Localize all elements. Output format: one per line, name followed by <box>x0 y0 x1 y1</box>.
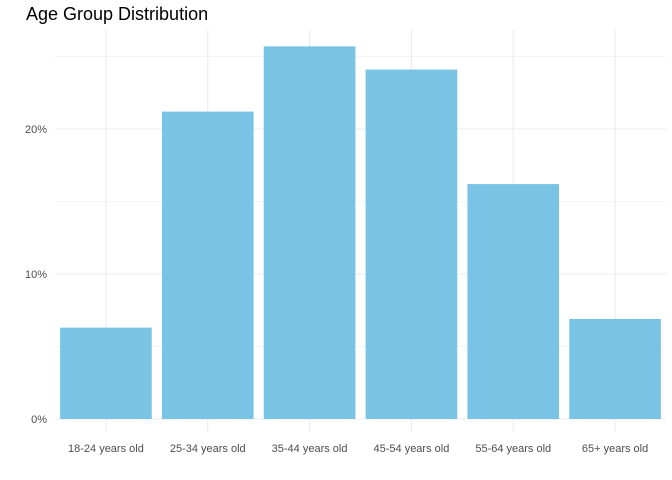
bars <box>60 46 661 420</box>
y-tick-label: 20% <box>25 124 47 136</box>
bar-25-34-years-old <box>161 111 254 419</box>
chart-title: Age Group Distribution <box>26 4 209 24</box>
x-tick-label: 18-24 years old <box>68 443 144 455</box>
x-tick-label: 55-64 years old <box>475 443 551 455</box>
y-tick-label: 0% <box>31 414 47 426</box>
bar-35-44-years-old <box>263 46 356 419</box>
bar-45-54-years-old <box>365 69 458 420</box>
y-tick-label: 10% <box>25 269 47 281</box>
x-tick-label: 25-34 years old <box>170 443 246 455</box>
bar-18-24-years-old <box>60 327 152 419</box>
y-axis-ticks: 0% 10% 20% <box>25 124 47 426</box>
x-tick-label: 35-44 years old <box>272 443 348 455</box>
bar-65-years-old <box>569 318 661 419</box>
x-axis-ticks: 18-24 years old 25-34 years old 35-44 year… <box>68 443 648 455</box>
x-tick-label: 45-54 years old <box>374 443 450 455</box>
bar-55-64-years-old <box>467 184 560 419</box>
x-tick-label: 65+ years old <box>582 443 648 455</box>
